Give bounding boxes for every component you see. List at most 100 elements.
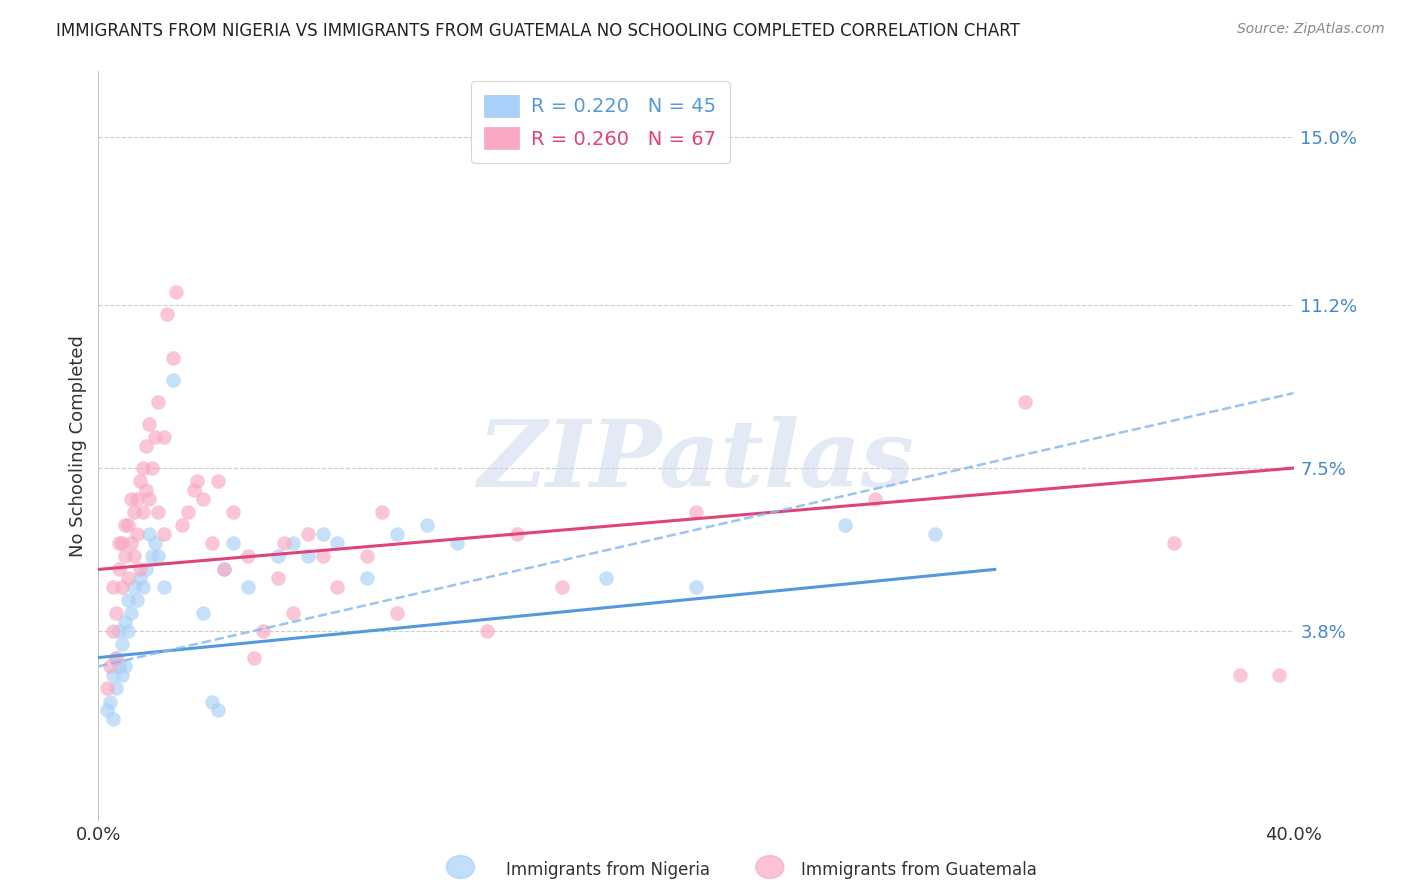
Point <box>135 439 157 453</box>
Point <box>326 580 349 594</box>
Point <box>135 483 157 497</box>
Point <box>201 536 224 550</box>
Point <box>243 650 266 665</box>
Point <box>207 703 229 717</box>
Point <box>105 681 128 696</box>
Point <box>129 475 152 489</box>
Point <box>177 505 200 519</box>
Point <box>98 695 122 709</box>
Point <box>356 571 378 585</box>
Point <box>141 461 163 475</box>
Point <box>135 562 157 576</box>
Legend: R = 0.220   N = 45, R = 0.260   N = 67: R = 0.220 N = 45, R = 0.260 N = 67 <box>471 81 730 163</box>
Point <box>103 668 125 682</box>
Point <box>120 491 142 506</box>
Point <box>148 505 170 519</box>
Point <box>1229 668 1251 682</box>
Point <box>191 607 214 621</box>
Point <box>141 549 163 564</box>
Point <box>105 650 128 665</box>
Point <box>475 624 498 639</box>
Point <box>108 536 131 550</box>
Point <box>172 518 194 533</box>
Point <box>1267 668 1289 682</box>
Point <box>201 695 224 709</box>
Point <box>105 650 128 665</box>
Point <box>124 549 146 564</box>
Point <box>120 536 142 550</box>
Point <box>236 549 259 564</box>
Point <box>252 624 274 639</box>
Point <box>148 549 170 564</box>
Point <box>267 549 290 564</box>
Circle shape <box>756 855 785 879</box>
Y-axis label: No Schooling Completed: No Schooling Completed <box>69 335 87 557</box>
Point <box>138 527 160 541</box>
Point <box>416 518 439 533</box>
Point <box>124 505 146 519</box>
Point <box>108 562 131 576</box>
Point <box>153 527 176 541</box>
Point <box>114 549 136 564</box>
Point <box>111 536 134 550</box>
Point <box>212 562 235 576</box>
Point <box>103 580 125 594</box>
Point <box>1163 536 1185 550</box>
Point <box>297 527 319 541</box>
Point <box>267 571 290 585</box>
Point <box>281 607 304 621</box>
Point <box>129 562 152 576</box>
Point <box>127 593 149 607</box>
Point <box>129 571 152 585</box>
Point <box>98 659 122 673</box>
Point <box>506 527 529 541</box>
Point <box>865 491 887 506</box>
Point <box>138 417 160 431</box>
Point <box>212 562 235 576</box>
Point <box>143 536 166 550</box>
Point <box>132 461 155 475</box>
Point <box>117 593 139 607</box>
Point <box>371 505 394 519</box>
Point <box>111 637 134 651</box>
Text: Immigrants from Guatemala: Immigrants from Guatemala <box>801 861 1038 879</box>
Point <box>236 580 259 594</box>
Point <box>834 518 856 533</box>
Point <box>162 373 184 387</box>
Point <box>108 624 131 639</box>
Point <box>446 536 468 550</box>
Point <box>153 580 176 594</box>
Point <box>96 681 118 696</box>
Point <box>207 475 229 489</box>
Point <box>385 607 409 621</box>
Point <box>148 395 170 409</box>
Point <box>162 351 184 365</box>
Point <box>924 527 946 541</box>
Point <box>1014 395 1036 409</box>
Text: ZIPatlas: ZIPatlas <box>478 416 914 506</box>
Point <box>120 607 142 621</box>
Point <box>311 527 333 541</box>
Point <box>111 668 134 682</box>
Point <box>138 491 160 506</box>
Point <box>311 549 333 564</box>
Point <box>132 505 155 519</box>
Point <box>685 505 707 519</box>
Point <box>127 491 149 506</box>
Point <box>117 518 139 533</box>
Point <box>595 571 617 585</box>
Point <box>385 527 409 541</box>
Point <box>186 475 208 489</box>
Point <box>114 615 136 630</box>
Point <box>685 580 707 594</box>
Point <box>103 624 125 639</box>
Point <box>132 580 155 594</box>
Point <box>127 527 149 541</box>
Point <box>191 491 214 506</box>
Point <box>165 285 187 299</box>
Circle shape <box>447 855 475 879</box>
Point <box>222 536 245 550</box>
Point <box>96 703 118 717</box>
Text: IMMIGRANTS FROM NIGERIA VS IMMIGRANTS FROM GUATEMALA NO SCHOOLING COMPLETED CORR: IMMIGRANTS FROM NIGERIA VS IMMIGRANTS FR… <box>56 22 1021 40</box>
Point <box>281 536 304 550</box>
